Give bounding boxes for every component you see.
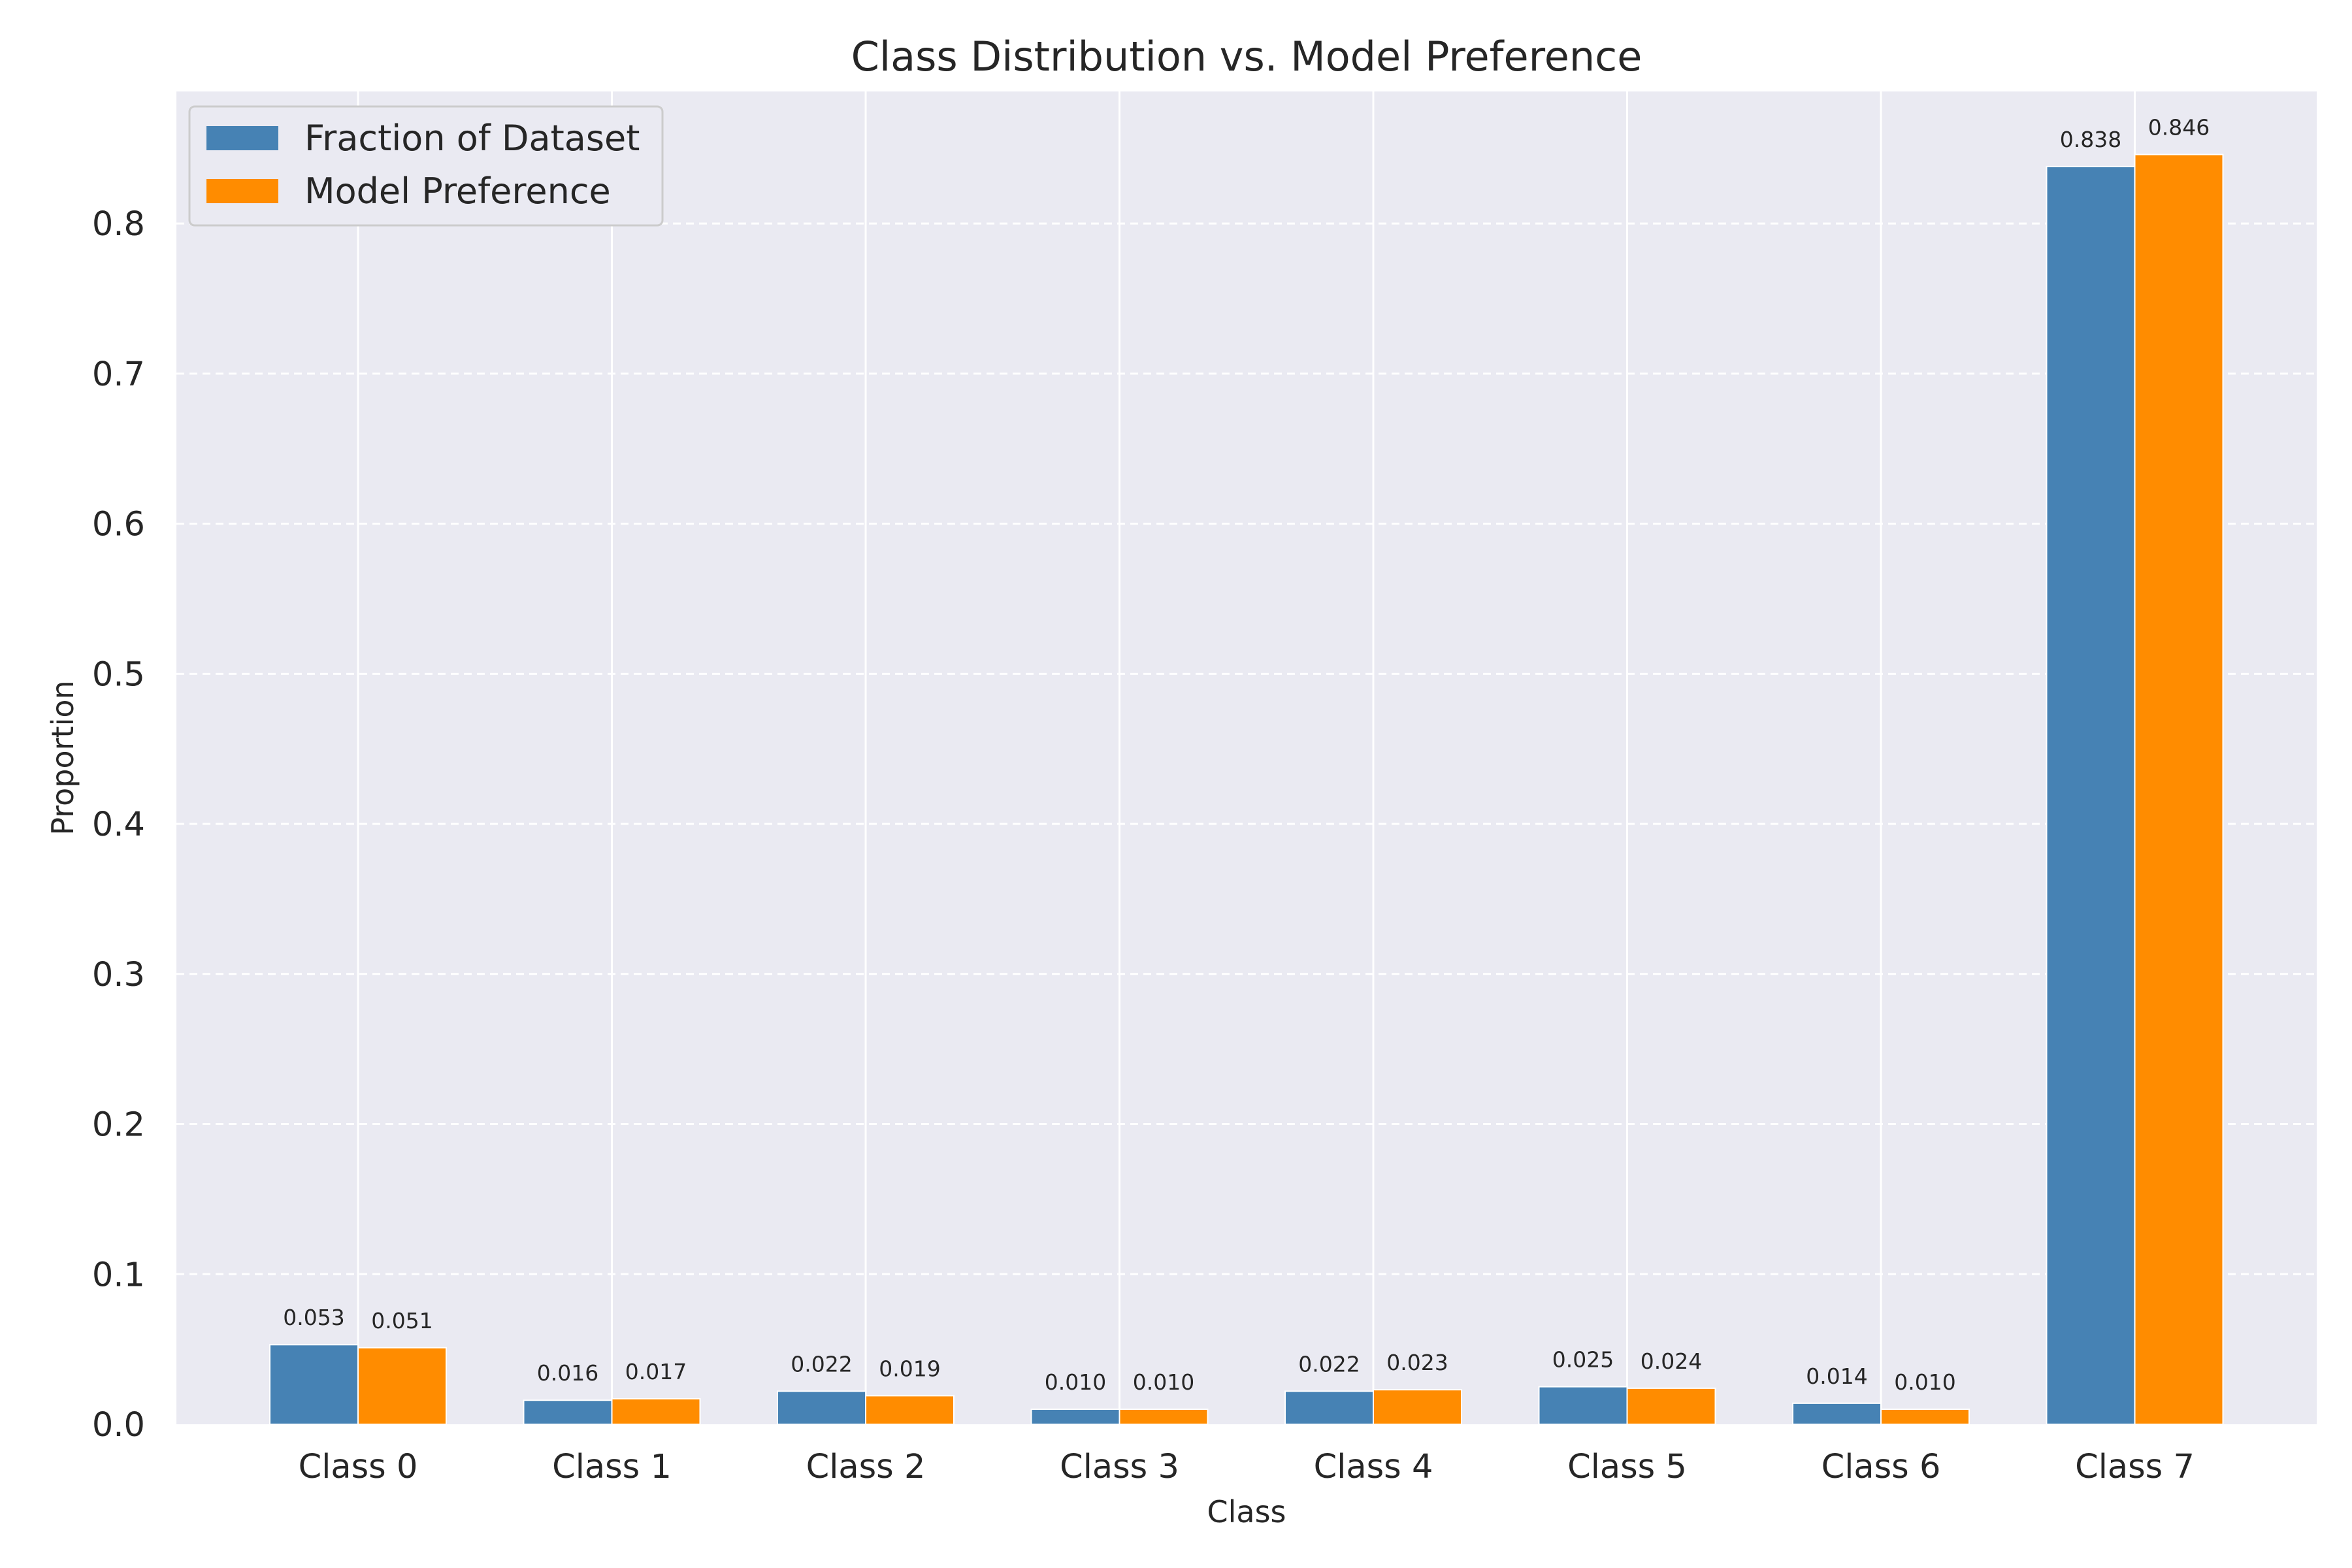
plot-background <box>176 91 2317 1424</box>
y-axis-label: Proportion <box>45 680 80 835</box>
x-tick-label: Class 7 <box>2075 1448 2195 1486</box>
data-label: 0.838 <box>2060 127 2121 152</box>
data-label: 0.846 <box>2148 114 2210 140</box>
bar <box>1030 1409 1120 1426</box>
legend-swatch-model-preference <box>206 179 278 203</box>
y-tick-label: 0.1 <box>92 1256 145 1294</box>
data-label: 0.025 <box>1552 1347 1614 1373</box>
legend-label-model-preference: Model Preference <box>304 171 611 212</box>
y-tick-label: 0.2 <box>92 1106 145 1145</box>
data-labels: 0.053 0.016 0.022 0.010 0.022 0.025 0.014 0.838… <box>283 114 2210 1395</box>
data-label: 0.019 <box>879 1356 940 1381</box>
legend-swatch-fraction-of-dataset <box>206 126 278 150</box>
data-label: 0.010 <box>1894 1369 1955 1395</box>
data-label: 0.014 <box>1806 1364 1867 1389</box>
legend: Fraction of Dataset Model Preference <box>188 105 664 227</box>
x-tick-label: Class 2 <box>806 1448 926 1486</box>
bar <box>1538 1386 1628 1426</box>
y-tick-label: 0.8 <box>92 205 145 244</box>
data-label: 0.017 <box>625 1359 687 1384</box>
y-tick-label: 0.4 <box>92 806 145 844</box>
y-tick-label: 0.5 <box>92 655 145 694</box>
data-label: 0.022 <box>791 1351 852 1377</box>
chart-title: Class Distribution vs. Model Preference <box>851 33 1642 80</box>
x-tick-label: Class 5 <box>1567 1448 1687 1486</box>
data-label: 0.024 <box>1641 1348 1702 1374</box>
bar <box>1626 1387 1716 1425</box>
bar <box>1373 1389 1462 1425</box>
data-label: 0.010 <box>1045 1369 1106 1395</box>
legend-label-fraction-of-dataset: Fraction of Dataset <box>304 118 640 159</box>
data-label: 0.023 <box>1386 1350 1448 1375</box>
bar <box>269 1344 359 1425</box>
bar <box>1880 1409 1970 1426</box>
data-label: 0.016 <box>537 1360 598 1386</box>
y-tick-label: 0.3 <box>92 956 145 994</box>
bars <box>269 154 2224 1426</box>
bar <box>2046 165 2136 1425</box>
y-tick-labels: 0.0 0.1 0.2 0.3 0.4 0.5 0.6 0.7 0.8 <box>92 205 145 1445</box>
y-tick-label: 0.0 <box>92 1406 145 1445</box>
bar <box>357 1347 447 1426</box>
x-tick-labels: Class 0 Class 1 Class 2 Class 3 Class 4 Class… <box>299 1448 2195 1486</box>
x-tick-label: Class 6 <box>1821 1448 1941 1486</box>
x-tick-label: Class 4 <box>1314 1448 1433 1486</box>
bar <box>865 1395 955 1425</box>
data-label: 0.051 <box>371 1308 433 1333</box>
bar <box>777 1390 866 1426</box>
data-label: 0.010 <box>1133 1369 1194 1395</box>
y-tick-label: 0.6 <box>92 506 145 544</box>
data-label: 0.053 <box>283 1305 344 1330</box>
bar <box>2134 154 2224 1426</box>
bar <box>523 1399 613 1425</box>
x-axis-label: Class <box>1207 1494 1286 1529</box>
x-tick-label: Class 0 <box>299 1448 418 1486</box>
bar <box>1284 1390 1374 1426</box>
legend-box <box>188 105 664 227</box>
y-tick-label: 0.7 <box>92 355 145 394</box>
data-label: 0.022 <box>1298 1351 1360 1377</box>
bar <box>1792 1402 1882 1426</box>
bar <box>611 1397 701 1426</box>
x-tick-label: Class 3 <box>1060 1448 1179 1486</box>
bar <box>1119 1409 1209 1426</box>
x-tick-label: Class 1 <box>552 1448 672 1486</box>
